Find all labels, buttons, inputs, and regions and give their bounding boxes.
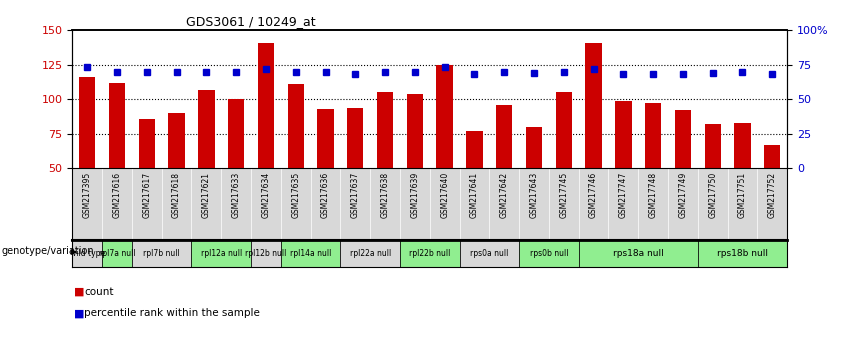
Text: GSM217642: GSM217642 xyxy=(500,172,509,218)
Title: GDS3061 / 10249_at: GDS3061 / 10249_at xyxy=(186,15,316,28)
Text: GSM217641: GSM217641 xyxy=(470,172,479,218)
Text: GSM217634: GSM217634 xyxy=(261,172,271,218)
Text: GSM217395: GSM217395 xyxy=(83,172,92,218)
Bar xyxy=(579,240,698,267)
Bar xyxy=(317,109,334,169)
Bar xyxy=(191,240,251,267)
Text: GSM217747: GSM217747 xyxy=(619,172,628,218)
Bar xyxy=(139,119,155,169)
Text: rpl7b null: rpl7b null xyxy=(143,249,180,258)
Text: rpl22b null: rpl22b null xyxy=(409,249,450,258)
Text: GSM217751: GSM217751 xyxy=(738,172,747,218)
Text: genotype/variation: genotype/variation xyxy=(2,246,94,256)
Bar xyxy=(132,240,191,267)
Text: GSM217638: GSM217638 xyxy=(380,172,390,218)
Bar xyxy=(228,99,244,169)
Text: rpl22a null: rpl22a null xyxy=(350,249,391,258)
Bar xyxy=(460,240,519,267)
Bar xyxy=(615,101,631,169)
Bar xyxy=(645,103,661,169)
Text: GSM217643: GSM217643 xyxy=(529,172,539,218)
Bar xyxy=(288,84,304,169)
Bar xyxy=(102,240,132,267)
Text: GSM217637: GSM217637 xyxy=(351,172,360,218)
Bar xyxy=(377,92,393,169)
Bar xyxy=(556,92,572,169)
Bar xyxy=(407,94,423,169)
Text: rps18b null: rps18b null xyxy=(717,249,768,258)
Bar xyxy=(764,145,780,169)
Bar xyxy=(437,65,453,169)
Bar xyxy=(675,110,691,169)
Text: GSM217746: GSM217746 xyxy=(589,172,598,218)
Bar xyxy=(109,83,125,169)
Text: GSM217750: GSM217750 xyxy=(708,172,717,218)
Bar xyxy=(281,240,340,267)
Text: ■: ■ xyxy=(74,308,84,318)
Bar xyxy=(466,131,483,169)
Text: GSM217618: GSM217618 xyxy=(172,172,181,218)
Text: GSM217752: GSM217752 xyxy=(768,172,777,218)
Text: rpl12b null: rpl12b null xyxy=(245,249,287,258)
Bar xyxy=(496,105,512,169)
Text: GSM217621: GSM217621 xyxy=(202,172,211,218)
Bar xyxy=(72,240,102,267)
Text: rpl14a null: rpl14a null xyxy=(290,249,331,258)
Bar xyxy=(585,42,602,169)
Bar xyxy=(251,240,281,267)
Bar xyxy=(526,127,542,169)
Bar xyxy=(79,77,95,169)
Bar xyxy=(698,240,787,267)
Text: GSM217617: GSM217617 xyxy=(142,172,151,218)
Text: rps0a null: rps0a null xyxy=(470,249,509,258)
Text: count: count xyxy=(84,287,114,297)
Text: wild type: wild type xyxy=(70,249,105,258)
Text: GSM217633: GSM217633 xyxy=(231,172,241,218)
Text: GSM217616: GSM217616 xyxy=(112,172,122,218)
Bar xyxy=(198,90,214,169)
Bar xyxy=(519,240,579,267)
Bar xyxy=(258,42,274,169)
Text: GSM217749: GSM217749 xyxy=(678,172,688,218)
Text: GSM217635: GSM217635 xyxy=(291,172,300,218)
Text: rps0b null: rps0b null xyxy=(529,249,568,258)
Text: rpl12a null: rpl12a null xyxy=(201,249,242,258)
Text: GSM217748: GSM217748 xyxy=(648,172,658,218)
Bar xyxy=(734,123,751,169)
Text: GSM217745: GSM217745 xyxy=(559,172,568,218)
Bar xyxy=(400,240,460,267)
Text: GSM217639: GSM217639 xyxy=(410,172,420,218)
Text: rpl7a null: rpl7a null xyxy=(99,249,135,258)
Bar xyxy=(340,240,400,267)
Text: GSM217636: GSM217636 xyxy=(321,172,330,218)
Text: rps18a null: rps18a null xyxy=(613,249,664,258)
Text: GSM217640: GSM217640 xyxy=(440,172,449,218)
Text: percentile rank within the sample: percentile rank within the sample xyxy=(84,308,260,318)
Bar xyxy=(168,113,185,169)
Bar xyxy=(347,108,363,169)
Bar xyxy=(705,124,721,169)
Text: ■: ■ xyxy=(74,287,84,297)
